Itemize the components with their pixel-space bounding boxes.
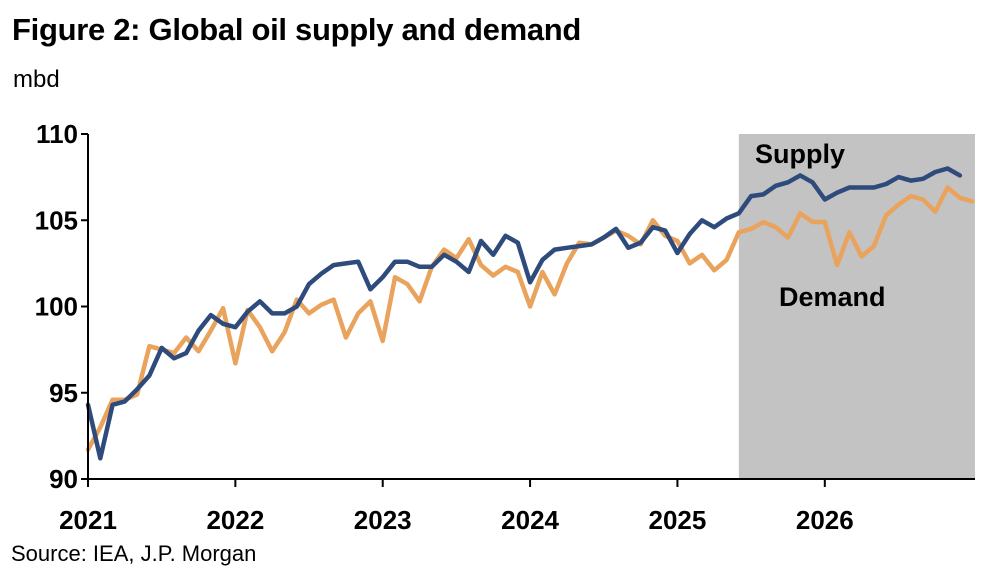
source-note: Source: IEA, J.P. Morgan [11, 541, 257, 566]
demand-annotation: Demand [779, 282, 886, 312]
x-tick-label: 2022 [206, 505, 264, 535]
x-tick-label: 2026 [796, 505, 854, 535]
supply-series-line [85, 166, 963, 461]
x-axis: 2021 2022 2023 2024 2025 2026 [59, 479, 854, 535]
x-tick-label: 2021 [59, 505, 117, 535]
y-tick-label: 100 [35, 292, 78, 322]
x-tick-label: 2025 [649, 505, 707, 535]
y-tick-label: 90 [49, 464, 78, 494]
x-tick-label: 2023 [354, 505, 412, 535]
x-tick-label: 2024 [501, 505, 559, 535]
y-tick-label: 110 [36, 119, 78, 149]
y-tick-label: 95 [49, 378, 78, 408]
supply-annotation: Supply [755, 139, 845, 169]
y-tick-label: 105 [35, 205, 78, 235]
y-unit-label: mbd [13, 66, 60, 93]
forecast-shaded-region [738, 134, 975, 479]
y-axis: 90 95 100 105 110 [35, 119, 88, 494]
chart-title: Figure 2: Global oil supply and demand [12, 12, 582, 47]
demand-series-line [85, 185, 975, 452]
